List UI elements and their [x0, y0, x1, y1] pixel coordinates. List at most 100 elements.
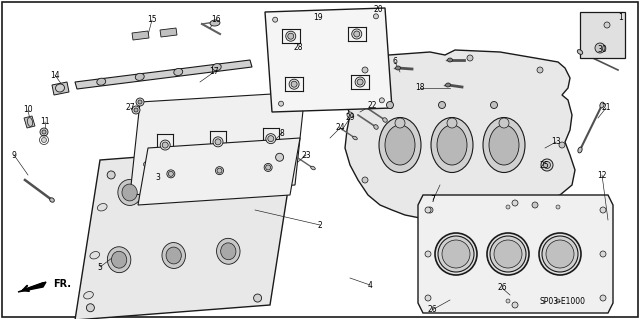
Text: 25: 25 — [539, 160, 549, 169]
Ellipse shape — [483, 117, 525, 173]
Ellipse shape — [276, 153, 284, 161]
Ellipse shape — [546, 240, 574, 268]
Ellipse shape — [291, 81, 297, 87]
Ellipse shape — [166, 247, 181, 264]
Ellipse shape — [542, 236, 578, 272]
Ellipse shape — [168, 171, 173, 176]
Text: 10: 10 — [23, 106, 33, 115]
Ellipse shape — [438, 101, 445, 108]
Ellipse shape — [539, 233, 581, 275]
Ellipse shape — [213, 137, 223, 147]
Text: 26: 26 — [427, 306, 437, 315]
Ellipse shape — [177, 180, 192, 197]
Text: 24: 24 — [335, 123, 345, 132]
Ellipse shape — [266, 165, 271, 170]
Text: 14: 14 — [50, 70, 60, 79]
Ellipse shape — [28, 117, 33, 126]
Ellipse shape — [442, 240, 470, 268]
Ellipse shape — [160, 140, 170, 150]
Ellipse shape — [84, 292, 93, 299]
Ellipse shape — [387, 101, 394, 108]
Ellipse shape — [425, 207, 431, 213]
Ellipse shape — [532, 202, 538, 208]
Ellipse shape — [467, 55, 473, 61]
Ellipse shape — [543, 161, 550, 168]
Ellipse shape — [489, 125, 519, 165]
Ellipse shape — [167, 170, 175, 178]
Ellipse shape — [118, 180, 141, 205]
Text: 11: 11 — [40, 117, 50, 127]
Ellipse shape — [362, 177, 368, 183]
Text: 19: 19 — [313, 13, 323, 23]
Ellipse shape — [438, 236, 474, 272]
Ellipse shape — [212, 63, 221, 71]
Ellipse shape — [174, 69, 182, 76]
Ellipse shape — [264, 163, 272, 171]
Ellipse shape — [216, 167, 223, 174]
Ellipse shape — [289, 79, 299, 89]
Text: 26: 26 — [497, 284, 507, 293]
Ellipse shape — [487, 233, 529, 275]
Text: 17: 17 — [209, 68, 219, 77]
Polygon shape — [18, 282, 46, 292]
Text: 28: 28 — [293, 43, 303, 53]
Polygon shape — [138, 138, 300, 205]
Ellipse shape — [437, 125, 467, 165]
Polygon shape — [160, 28, 177, 37]
Ellipse shape — [172, 175, 196, 201]
Ellipse shape — [355, 77, 365, 87]
Ellipse shape — [40, 128, 48, 136]
Ellipse shape — [221, 243, 236, 260]
Ellipse shape — [357, 79, 363, 85]
Ellipse shape — [395, 118, 405, 128]
Text: 6: 6 — [392, 57, 397, 66]
Text: 8: 8 — [280, 129, 284, 137]
Ellipse shape — [97, 204, 107, 211]
Text: 12: 12 — [597, 170, 607, 180]
Ellipse shape — [285, 31, 296, 41]
Text: 15: 15 — [147, 16, 157, 25]
Ellipse shape — [268, 136, 274, 142]
Polygon shape — [343, 50, 575, 218]
Ellipse shape — [559, 142, 565, 148]
Ellipse shape — [136, 98, 144, 106]
Text: 20: 20 — [373, 5, 383, 14]
Ellipse shape — [134, 108, 138, 112]
Ellipse shape — [537, 67, 543, 73]
Ellipse shape — [425, 251, 431, 257]
Text: 16: 16 — [211, 16, 221, 25]
Ellipse shape — [374, 14, 378, 19]
Text: 4: 4 — [367, 280, 372, 290]
Ellipse shape — [600, 207, 606, 213]
Ellipse shape — [50, 198, 54, 202]
Ellipse shape — [499, 118, 509, 128]
Polygon shape — [580, 12, 625, 58]
Ellipse shape — [506, 205, 510, 209]
Ellipse shape — [354, 31, 360, 37]
Ellipse shape — [107, 171, 115, 179]
Polygon shape — [265, 8, 392, 112]
Ellipse shape — [600, 251, 606, 257]
Ellipse shape — [162, 242, 186, 269]
Text: FR.: FR. — [53, 279, 71, 289]
Text: 7: 7 — [431, 196, 435, 204]
Text: 9: 9 — [12, 151, 17, 160]
Ellipse shape — [431, 117, 473, 173]
Ellipse shape — [362, 67, 368, 73]
Ellipse shape — [97, 78, 106, 85]
Text: 1: 1 — [619, 13, 623, 23]
Polygon shape — [75, 60, 252, 89]
Text: 23: 23 — [301, 151, 311, 160]
Ellipse shape — [435, 233, 477, 275]
Ellipse shape — [595, 43, 605, 53]
Text: 13: 13 — [551, 137, 561, 146]
Ellipse shape — [90, 252, 100, 259]
Ellipse shape — [494, 240, 522, 268]
Ellipse shape — [217, 168, 222, 173]
Text: 29: 29 — [345, 114, 355, 122]
Ellipse shape — [143, 161, 152, 167]
Polygon shape — [418, 195, 613, 313]
Ellipse shape — [490, 236, 526, 272]
Ellipse shape — [231, 176, 246, 193]
Ellipse shape — [202, 157, 210, 163]
